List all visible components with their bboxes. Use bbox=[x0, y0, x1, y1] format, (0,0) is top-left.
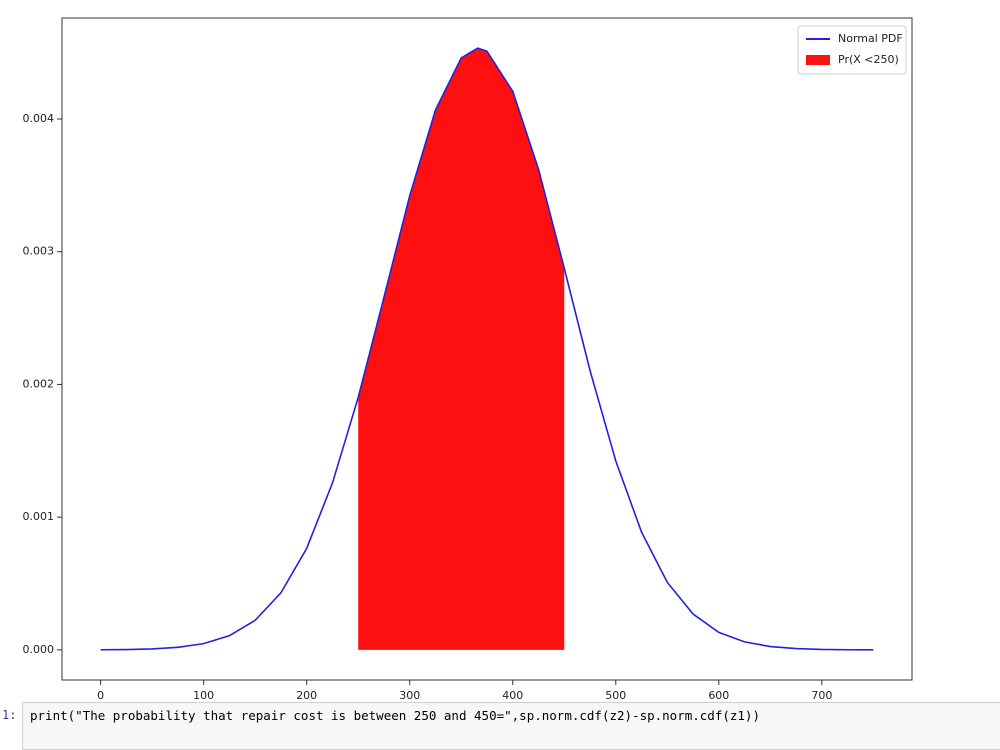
x-tick-label: 600 bbox=[708, 689, 729, 700]
y-tick-label: 0.003 bbox=[23, 245, 55, 258]
cell-prompt: 1: bbox=[2, 708, 17, 722]
legend-swatch bbox=[806, 55, 830, 65]
x-tick-label: 400 bbox=[502, 689, 523, 700]
x-tick-label: 100 bbox=[193, 689, 214, 700]
shaded-area bbox=[358, 48, 565, 650]
x-tick-label: 0 bbox=[97, 689, 104, 700]
y-tick-label: 0.000 bbox=[23, 643, 55, 656]
x-tick-label: 300 bbox=[399, 689, 420, 700]
x-tick-label: 500 bbox=[605, 689, 626, 700]
pdf-line bbox=[100, 47, 874, 651]
x-tick-label: 700 bbox=[811, 689, 832, 700]
y-tick-label: 0.004 bbox=[23, 112, 55, 125]
legend-label: Normal PDF bbox=[838, 32, 903, 45]
chart: 0 100 200 300 400 500 600 700 0.000 0.001 0.002 0.0… bbox=[23, 17, 913, 702]
y-tick-label: 0.001 bbox=[23, 510, 55, 523]
code-line[interactable]: print("The probability that repair cost … bbox=[30, 708, 760, 723]
axes-frame bbox=[61, 17, 913, 681]
legend-label: Pr(X <250) bbox=[838, 53, 899, 66]
y-tick-label: 0.002 bbox=[23, 377, 55, 390]
x-tick-label: 200 bbox=[296, 689, 317, 700]
